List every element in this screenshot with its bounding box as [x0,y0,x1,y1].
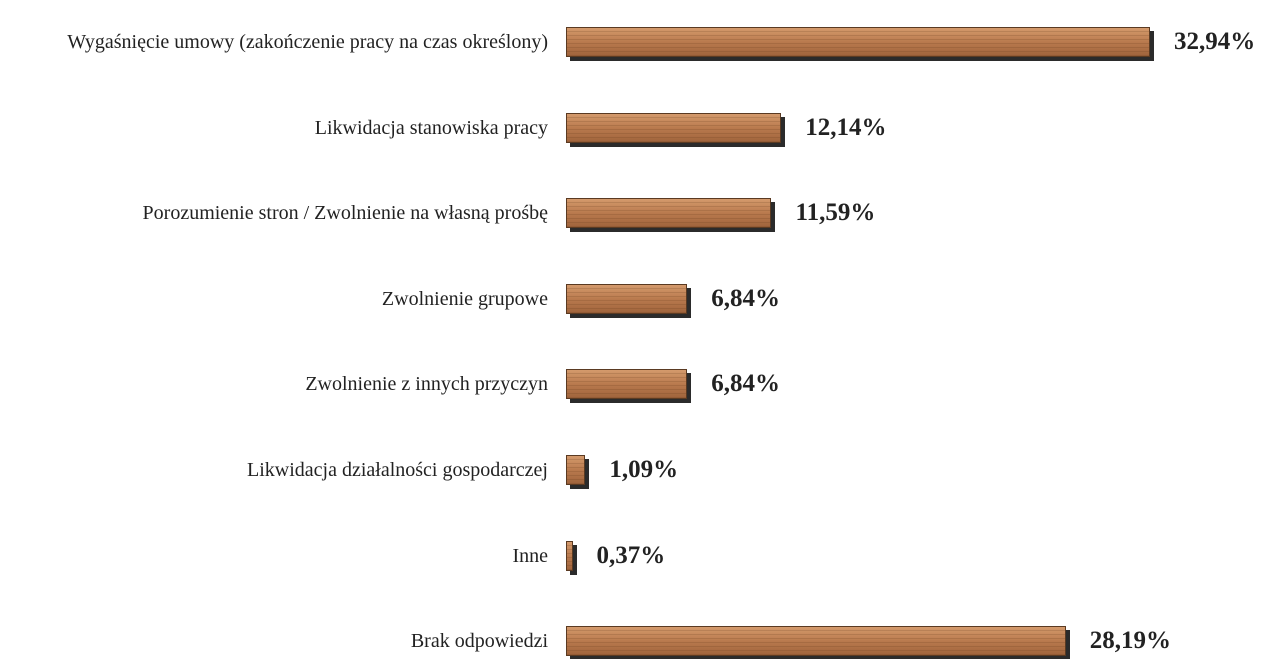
category-label-row: Zwolnienie grupowe [0,269,548,329]
bar [566,283,688,314]
category-label-row: Inne [0,526,548,586]
category-label: Zwolnienie grupowe [381,287,548,310]
category-label: Zwolnienie z innych przyczyn [305,373,548,396]
value-label: 11,59% [795,199,876,227]
category-label: Inne [512,544,548,567]
category-label: Brak odpowiedzi [410,630,548,653]
value-label: 32,94% [1174,28,1256,55]
value-label: 12,14% [805,113,887,141]
bar [566,112,782,143]
bar [566,540,573,571]
value-label: 0,37% [596,541,666,569]
bar [566,455,586,485]
category-label-row: Likwidacja działalności gospodarczej [0,440,548,500]
category-label: Wygaśnięcie umowy (zakończenie pracy na … [67,31,548,53]
category-label: Likwidacja stanowiska pracy [314,116,548,139]
bar [566,626,1066,657]
bar [566,27,1150,57]
category-label-row: Likwidacja stanowiska pracy [0,98,548,158]
category-label-row: Brak odpowiedzi [0,611,548,659]
value-label: 1,09% [609,456,679,483]
category-label-row: Wygaśnięcie umowy (zakończenie pracy na … [0,12,548,72]
category-label: Likwidacja działalności gospodarczej [247,459,548,481]
category-label-row: Porozumienie stron / Zwolnienie na własn… [0,183,548,243]
category-label-row: Zwolnienie z innych przyczyn [0,354,548,414]
value-label: 6,84% [711,284,781,312]
bar [566,198,772,229]
bar [566,369,688,400]
value-label: 28,19% [1089,627,1172,655]
value-label: 6,84% [711,370,781,398]
category-label: Porozumienie stron / Zwolnienie na własn… [142,202,548,225]
